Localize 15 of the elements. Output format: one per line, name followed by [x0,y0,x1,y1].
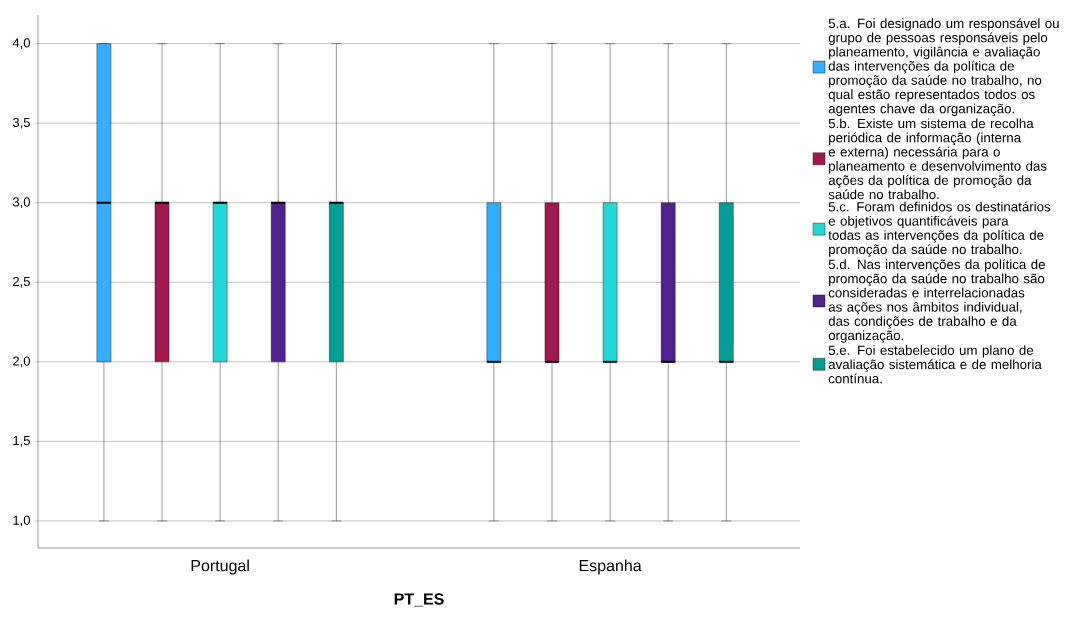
legend-label: 5.e. Foi estabelecido um plano de avaliação sistemática e de melhoria contínua. [828,345,1042,384]
legend-label: 5.d. Nas intervenções da política de promoção da saúde no trabalho são consideradas e interrelacionadas as ações nos âmbitos individual, das condições de trabalho e da organização. [828,259,1045,343]
y-tick-label: 2,5 [13,276,30,288]
y-tick-label: 4,0 [12,38,30,49]
x-axis-title: PT_ES [394,593,444,607]
y-tick-label: 1,0 [13,515,30,527]
y-tick-label: 1,5 [13,436,30,447]
y-tick-label: 3,0 [12,197,30,209]
y-tick-label: 2,0 [13,356,30,368]
x-tick-label: Espanha [579,559,642,575]
legend-label: 5.a. Foi designado um responsável ou grupo de pessoas responsáveis pelo planeamento, vigilância e avaliação das intervenções da política de promoção da saúde no trabalho, no qual estão representados todos os agentes chave da organização. [828,18,1059,116]
legend-label: 5.b. Existe um sistema de recolha periódica de informação (interna e externa) necessária para o planeamento e desenvolvimento das ações da política de promoção da saúde no trabalho. [828,118,1047,200]
y-tick-label: 3,5 [12,117,30,129]
legend-label: 5.c. Foram definidos os destinatários e objetivos quantificáveis para todas as intervenções da política de promoção da saúde no trabalho. [828,201,1051,257]
x-tick-label: Portugal [191,559,249,575]
